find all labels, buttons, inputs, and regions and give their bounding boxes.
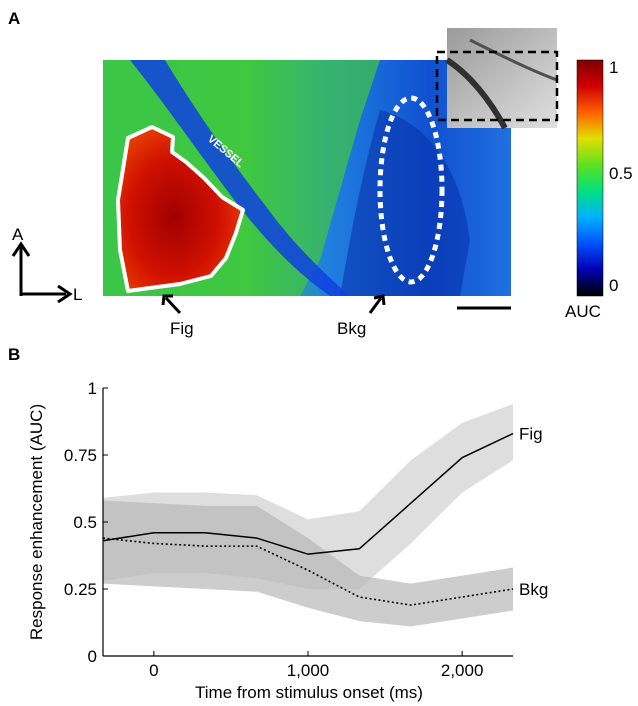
bkg-arrow [368, 297, 383, 314]
y-tick-label: 0.5 [73, 513, 97, 532]
y-axis-title: Response enhancement (AUC) [27, 404, 46, 640]
figure-region-outline [116, 125, 245, 293]
inset-vessel [445, 57, 508, 130]
series-line-bkg [102, 537, 514, 606]
blood-vessel [130, 60, 350, 296]
colorbar-tick-1: 1 [609, 58, 618, 77]
colorbar-tick-05: 0.5 [609, 164, 633, 183]
y-tick-label: 0.75 [64, 446, 97, 465]
orientation-axes [11, 241, 73, 304]
bkg-region-label: Bkg [337, 319, 366, 338]
anterior-label: A [12, 225, 24, 244]
colorbar-tick-0: 0 [609, 276, 618, 295]
fig-arrow [164, 296, 182, 315]
series-label-bkg: Bkg [519, 580, 548, 599]
plot-area: Fig Bkg 0 0.25 0.5 0.75 1 0 1,000 2,000 [64, 379, 548, 680]
lateral-label: L [73, 285, 82, 304]
y-tick-label: 0.25 [64, 580, 97, 599]
y-tick-label: 1 [88, 379, 97, 398]
figure-region [118, 127, 243, 291]
colorbar: 1 0.5 0 AUC [565, 58, 633, 321]
y-tick-label: 0 [88, 647, 97, 666]
colorbar-gradient [576, 59, 604, 297]
fig-region-label: Fig [170, 319, 194, 338]
x-tick-label: 2,000 [441, 661, 484, 680]
panel-a-label: A [8, 9, 20, 28]
x-tick-label: 1,000 [287, 661, 330, 680]
auc-heatmap [103, 60, 511, 296]
inset-roi-box [435, 50, 559, 122]
colorbar-label: AUC [565, 302, 601, 321]
background-region-outline [377, 95, 445, 285]
panel-b-label: B [8, 345, 20, 364]
x-axis-title: Time from stimulus onset (ms) [195, 683, 423, 702]
region-arrows [161, 294, 386, 315]
series-line-fig [102, 432, 514, 555]
x-tick-label: 0 [149, 661, 158, 680]
inset-vessel-branch [469, 38, 558, 82]
series-label-fig: Fig [519, 425, 543, 444]
inset-image [435, 28, 559, 130]
